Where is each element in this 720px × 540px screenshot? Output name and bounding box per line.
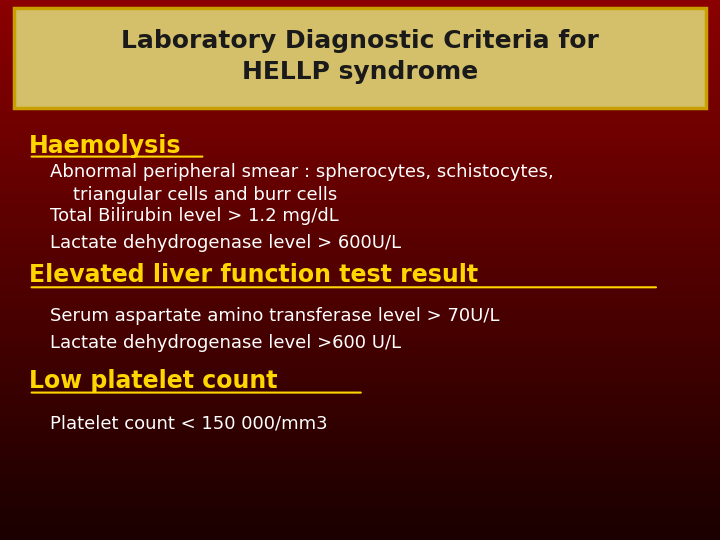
Text: Lactate dehydrogenase level > 600U/L: Lactate dehydrogenase level > 600U/L	[50, 234, 402, 252]
Text: Abnormal peripheral smear : spherocytes, schistocytes,
    triangular cells and : Abnormal peripheral smear : spherocytes,…	[50, 164, 554, 204]
Text: Platelet count < 150 000/mm3: Platelet count < 150 000/mm3	[50, 415, 328, 433]
FancyBboxPatch shape	[14, 8, 706, 108]
Text: Serum aspartate amino transferase level > 70U/L: Serum aspartate amino transferase level …	[50, 307, 500, 325]
Text: Elevated liver function test result: Elevated liver function test result	[29, 264, 478, 287]
Text: Laboratory Diagnostic Criteria for
HELLP syndrome: Laboratory Diagnostic Criteria for HELLP…	[121, 29, 599, 84]
Text: Haemolysis: Haemolysis	[29, 134, 181, 158]
Text: Lactate dehydrogenase level >600 U/L: Lactate dehydrogenase level >600 U/L	[50, 334, 402, 352]
Text: Low platelet count: Low platelet count	[29, 369, 277, 393]
Text: Total Bilirubin level > 1.2 mg/dL: Total Bilirubin level > 1.2 mg/dL	[50, 207, 339, 225]
